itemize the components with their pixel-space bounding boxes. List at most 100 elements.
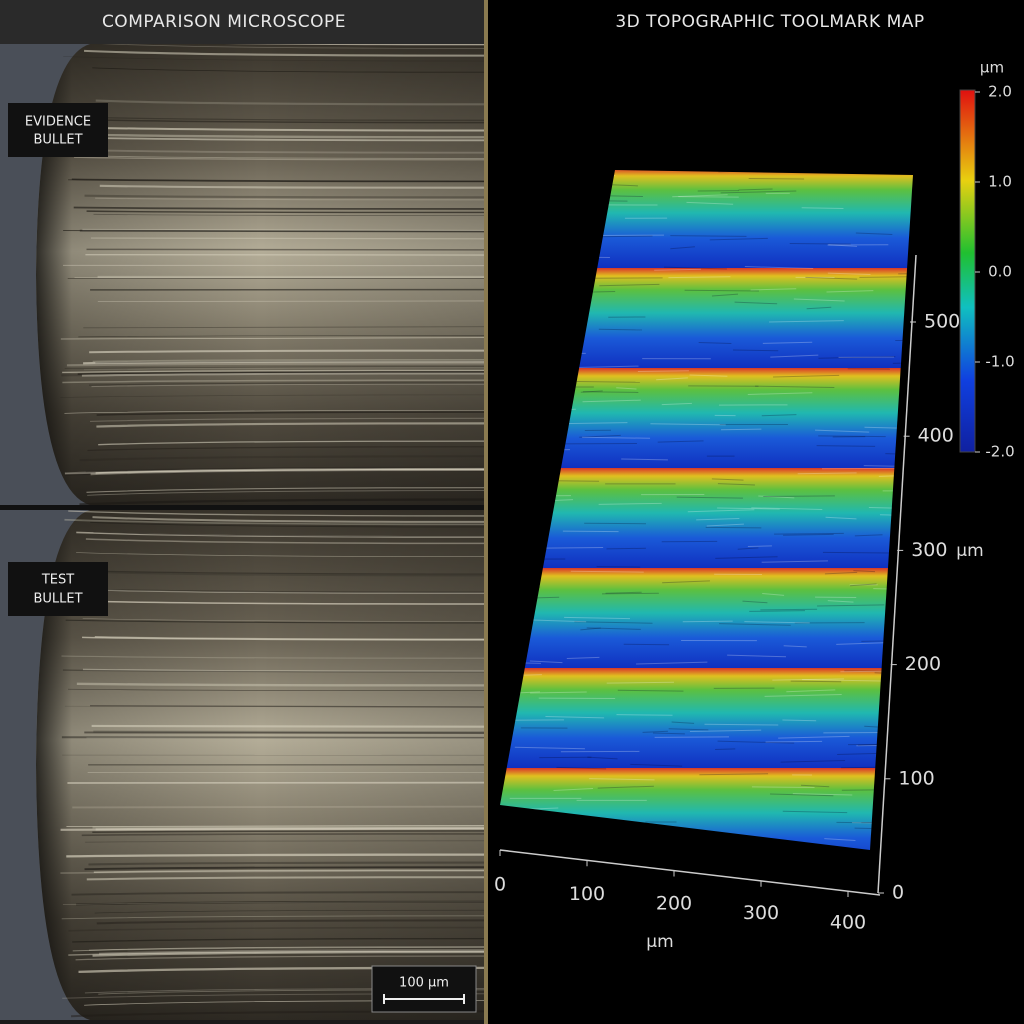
texture-line [864, 426, 901, 429]
texture-line [514, 746, 585, 750]
texture-line [770, 354, 819, 358]
striation [68, 950, 484, 956]
texture-line [650, 423, 726, 426]
striation [61, 655, 484, 659]
striation [96, 919, 484, 925]
y-tick-label: 300 [911, 539, 947, 561]
texture-line [734, 301, 778, 305]
striation [95, 197, 484, 201]
divider [0, 505, 484, 510]
striation [87, 490, 484, 496]
striation [84, 866, 484, 871]
texture-line [657, 440, 704, 443]
texture-line [587, 756, 618, 760]
striation [63, 230, 484, 232]
texture-line [698, 341, 732, 344]
texture-line [668, 276, 731, 279]
texture-line [586, 627, 641, 630]
striation [68, 179, 484, 183]
label-line: TEST [41, 573, 74, 588]
texture-line [617, 689, 684, 692]
texture-line [605, 591, 642, 594]
texture-line [816, 445, 876, 447]
texture-line [529, 660, 563, 664]
y-axis-line [877, 254, 917, 894]
texture-line [521, 674, 542, 676]
striation [92, 830, 484, 833]
striation [95, 155, 484, 159]
bullet-shade [36, 44, 484, 505]
texture-line [737, 547, 759, 550]
texture-line [715, 748, 736, 750]
texture-line [801, 207, 844, 209]
label-box [8, 103, 108, 157]
texture-line [773, 374, 840, 378]
striation [83, 326, 484, 329]
y-axis-label: µm [956, 541, 983, 561]
striation [66, 362, 484, 367]
texture-line [772, 678, 845, 681]
texture-line [705, 526, 762, 529]
texture-line [580, 390, 603, 393]
texture-line [670, 235, 747, 237]
texture-line [797, 472, 857, 475]
texture-line [530, 691, 587, 694]
texture-line [762, 341, 813, 344]
texture-line [744, 266, 814, 269]
texture-line [637, 370, 689, 373]
texture-line [769, 793, 834, 797]
texture-line [654, 268, 702, 271]
texture-line [840, 670, 882, 673]
texture-line [704, 723, 779, 726]
striation [64, 410, 484, 414]
striation [79, 455, 484, 462]
striation [86, 248, 484, 251]
striation [62, 379, 484, 384]
striation [90, 417, 484, 422]
texture-line [721, 428, 762, 431]
texture-line [774, 532, 844, 535]
striation [72, 805, 484, 809]
texture-line [824, 838, 856, 842]
x-tick-label: 200 [656, 893, 692, 915]
striation [61, 372, 484, 377]
striation [61, 915, 484, 920]
texture-line [789, 242, 851, 245]
texture-line [761, 414, 797, 417]
striation [93, 531, 484, 537]
striation [82, 668, 484, 673]
striation [71, 891, 484, 896]
texture-line [579, 434, 621, 438]
texture-line [652, 732, 685, 735]
texture-line [589, 778, 655, 781]
striation [83, 367, 484, 371]
colorbar-tick-label: 0.0 [988, 263, 1012, 281]
scale-bar [383, 994, 465, 1004]
label-line: EVIDENCE [25, 115, 91, 130]
texture-line [826, 290, 874, 293]
texture-line [783, 645, 807, 648]
texture-line [769, 320, 844, 323]
texture-line [763, 495, 835, 497]
texture-line [790, 680, 842, 683]
texture-line [682, 620, 733, 623]
texture-line [599, 283, 660, 287]
texture-line [545, 715, 605, 719]
striation [60, 870, 484, 874]
x-axis-label: µm [646, 932, 673, 952]
texture-line [616, 387, 637, 390]
label-line: BULLET [33, 592, 82, 607]
striation [93, 213, 484, 217]
texture-line [738, 188, 773, 191]
texture-line [532, 619, 587, 623]
striation [101, 44, 484, 49]
striation [64, 469, 484, 476]
texture-line [747, 545, 772, 547]
striation [82, 618, 484, 622]
texture-line [636, 661, 708, 665]
texture-line [616, 714, 673, 716]
striation [86, 210, 484, 214]
colorbar-tick-label: 1.0 [988, 173, 1012, 191]
x-tick-label: 400 [830, 912, 866, 934]
striation [81, 372, 484, 377]
